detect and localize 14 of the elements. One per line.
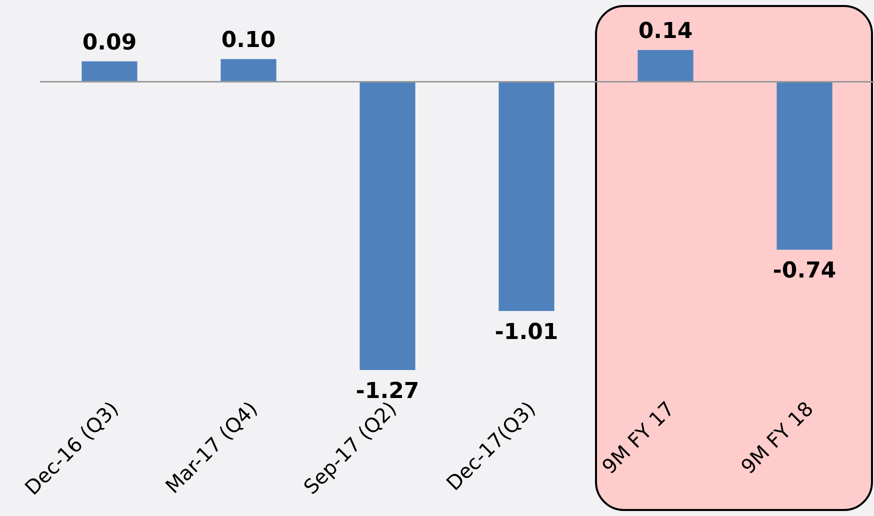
bar <box>220 59 276 82</box>
data-label: -1.27 <box>356 379 420 404</box>
data-label: -0.74 <box>772 258 836 284</box>
bar <box>82 61 138 82</box>
x-tick-label: 9M FY 17 <box>597 396 680 478</box>
data-label: 0.09 <box>82 30 137 56</box>
data-label: 0.14 <box>638 19 693 44</box>
data-label: -1.01 <box>494 320 558 345</box>
bar <box>776 82 832 250</box>
data-label: 0.10 <box>221 28 276 54</box>
bar <box>360 82 416 370</box>
bar <box>638 50 694 82</box>
bar <box>498 82 554 311</box>
x-tick-label: 9M FY 18 <box>736 396 818 478</box>
